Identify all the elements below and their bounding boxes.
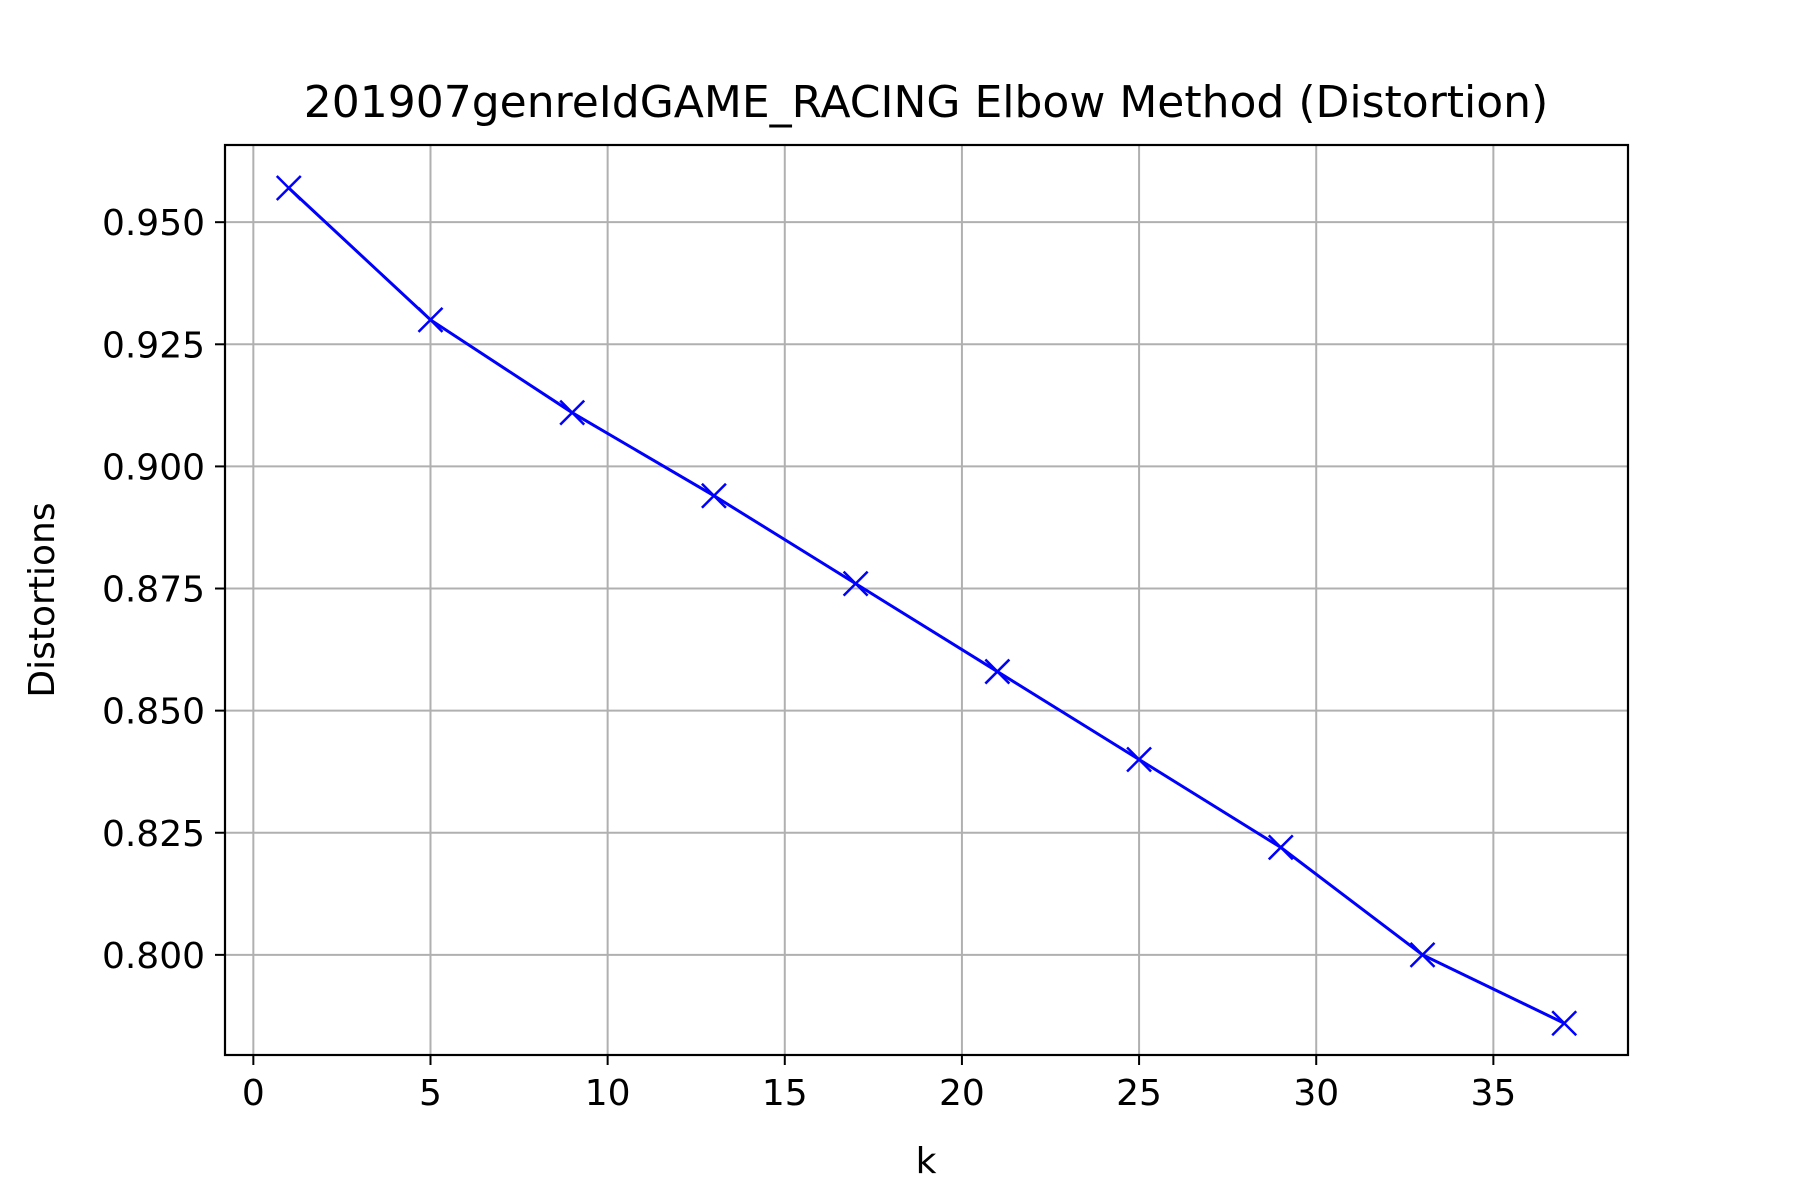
marker-stroke [275, 175, 302, 201]
y-tick-label: 0.900 [102, 447, 205, 488]
data-point-marker [275, 175, 302, 201]
chart-title: 201907genreIdGAME_RACING Elbow Method (D… [304, 77, 1548, 128]
y-tick-label: 0.875 [102, 570, 205, 611]
marker-stroke [559, 399, 586, 426]
data-point-marker [1409, 941, 1436, 968]
marker-stroke [984, 658, 1011, 685]
x-axis-label: k [916, 1141, 937, 1182]
marker-stroke [1551, 1010, 1578, 1037]
marker-stroke [1267, 834, 1294, 861]
data-point-marker [1551, 1010, 1578, 1037]
y-tick-label: 0.800 [102, 936, 205, 977]
x-tick-label: 5 [419, 1073, 442, 1114]
x-tick-label: 35 [1470, 1073, 1516, 1114]
tick-layer: 0 5 10 15 20 25 30 35 0.800 0.825 0.850 0.875 0.900 0… [102, 203, 1516, 1114]
x-tick-label: 25 [1116, 1073, 1162, 1114]
y-tick-label: 0.950 [102, 203, 205, 244]
data-point-marker [701, 482, 727, 509]
marker-stroke [842, 570, 869, 597]
series-layer [275, 175, 1578, 1037]
data-point-marker [1267, 834, 1294, 861]
data-point-marker [1126, 746, 1152, 773]
marker-stroke [1409, 941, 1436, 968]
x-tick-label: 15 [762, 1073, 808, 1114]
data-point-marker [842, 570, 869, 597]
data-point-marker [417, 306, 444, 333]
grid-layer [225, 145, 1628, 1055]
x-tick-label: 20 [939, 1073, 985, 1114]
x-tick-label: 10 [585, 1073, 631, 1114]
data-point-marker [559, 399, 586, 426]
x-tick-label: 30 [1293, 1073, 1339, 1114]
marker-stroke [701, 482, 727, 509]
y-tick-label: 0.825 [102, 814, 205, 855]
y-tick-label: 0.850 [102, 692, 205, 733]
plot-frame [223, 143, 1630, 1057]
y-axis-label: Distortions [22, 502, 63, 697]
marker-stroke [1126, 746, 1152, 773]
y-tick-label: 0.925 [102, 325, 205, 366]
marker-stroke [417, 306, 444, 333]
series-line [287, 186, 1565, 1025]
data-point-marker [984, 658, 1011, 685]
x-tick-label: 0 [242, 1073, 265, 1114]
